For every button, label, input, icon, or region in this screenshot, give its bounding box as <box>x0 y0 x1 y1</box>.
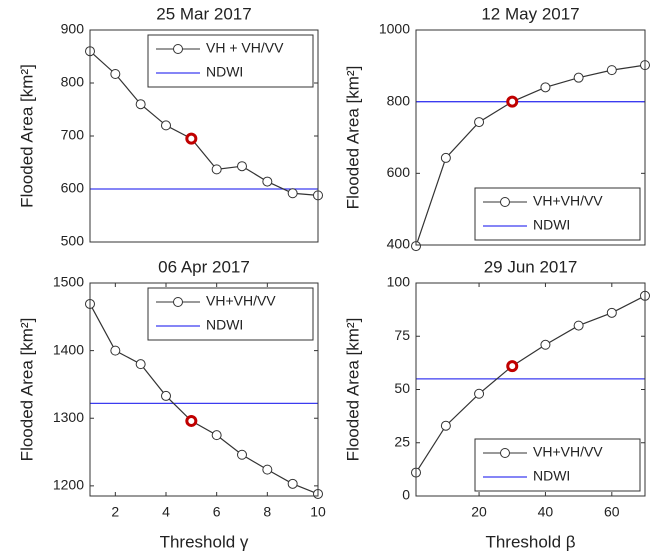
series-line <box>89 303 319 495</box>
y-tick-label: 800 <box>387 92 411 108</box>
marker <box>440 420 451 431</box>
marker <box>211 430 222 441</box>
y-axis-label: Flooded Area [km²] <box>343 318 362 462</box>
marker <box>110 345 121 356</box>
y-tick-label: 400 <box>387 236 411 252</box>
marker <box>237 161 247 172</box>
y-axis-label: Flooded Area [km²] <box>343 66 362 210</box>
legend-box <box>147 287 314 341</box>
axes-frame <box>89 29 319 243</box>
legend-label: NDWI <box>206 64 243 80</box>
marker <box>540 82 551 93</box>
highlight-marker <box>506 95 519 108</box>
highlight-marker <box>185 132 198 145</box>
y-tick-label: 800 <box>61 74 85 90</box>
series-line <box>415 295 646 473</box>
legend-label: VH+VH/VV <box>206 293 276 309</box>
marker <box>573 320 584 331</box>
y-tick-label: 900 <box>61 21 85 37</box>
legend-box <box>474 438 641 492</box>
x-tick-label: 60 <box>604 504 620 520</box>
series-line <box>89 50 319 196</box>
marker <box>110 68 121 79</box>
marker <box>540 339 551 350</box>
y-axis-label: Flooded Area [km²] <box>17 64 36 208</box>
marker <box>287 478 298 489</box>
legend-label: NDWI <box>533 217 570 233</box>
legend-marker <box>173 297 183 307</box>
legend-marker <box>500 197 510 207</box>
legend-label: NDWI <box>206 317 243 333</box>
marker <box>161 390 171 401</box>
y-tick-label: 1500 <box>53 274 84 290</box>
legend-label: NDWI <box>533 468 570 484</box>
y-axis-label: Flooded Area [km²] <box>17 318 36 462</box>
x-tick-label: 10 <box>310 504 326 520</box>
marker <box>573 72 584 83</box>
marker <box>606 307 617 318</box>
highlight-marker <box>185 414 198 427</box>
marker <box>262 176 273 187</box>
axes-frame <box>415 29 646 246</box>
y-tick-label: 1300 <box>53 409 84 425</box>
y-tick-label: 1000 <box>379 21 410 37</box>
x-tick-label: 4 <box>162 504 170 520</box>
y-tick-label: 1200 <box>53 477 84 493</box>
x-tick-label: 40 <box>538 504 554 520</box>
y-tick-label: 25 <box>394 433 410 449</box>
marker <box>135 99 146 110</box>
series-line <box>415 64 646 247</box>
marker <box>474 388 485 399</box>
marker <box>135 359 146 370</box>
y-tick-label: 600 <box>387 164 411 180</box>
legend-label: VH+VH/VV <box>533 444 603 460</box>
y-tick-label: 0 <box>402 487 410 503</box>
marker <box>440 152 451 163</box>
marker <box>262 464 273 475</box>
y-tick-label: 75 <box>394 327 410 343</box>
legend-box <box>474 187 641 241</box>
y-tick-label: 100 <box>387 274 411 290</box>
x-tick-label: 20 <box>471 504 487 520</box>
chart-title: 06 Apr 2017 <box>158 257 250 276</box>
x-axis-label: Threshold β <box>485 532 575 551</box>
marker <box>237 449 247 460</box>
marker <box>211 164 222 175</box>
marker <box>474 117 485 128</box>
legend-marker <box>173 44 183 54</box>
x-tick-label: 2 <box>111 504 119 520</box>
x-tick-label: 6 <box>213 504 221 520</box>
x-axis-label: Threshold γ <box>160 532 249 551</box>
chart-title: 12 May 2017 <box>481 4 579 23</box>
y-tick-label: 500 <box>61 233 85 249</box>
marker <box>606 65 617 76</box>
marker <box>161 120 171 131</box>
chart-title: 25 Mar 2017 <box>156 4 251 23</box>
chart-title: 29 Jun 2017 <box>484 257 578 276</box>
marker <box>287 188 298 199</box>
legend-label: VH + VH/VV <box>206 40 284 56</box>
y-tick-label: 50 <box>394 380 410 396</box>
legend-box <box>147 34 314 88</box>
x-tick-label: 8 <box>263 504 271 520</box>
y-tick-label: 600 <box>61 180 85 196</box>
highlight-marker <box>506 360 519 373</box>
y-tick-label: 700 <box>61 127 85 143</box>
legend-marker <box>500 448 510 458</box>
y-tick-label: 1400 <box>53 341 84 357</box>
axes-frame <box>415 282 646 497</box>
legend-label: VH+VH/VV <box>533 193 603 209</box>
axes-frame <box>89 282 319 497</box>
